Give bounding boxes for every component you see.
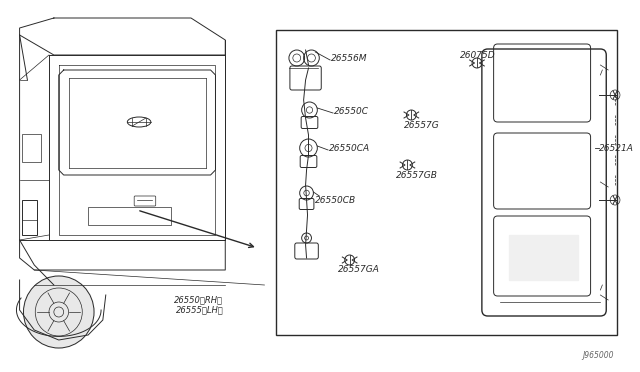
Circle shape — [24, 276, 94, 348]
Bar — [276, 30, 617, 335]
Polygon shape — [509, 235, 578, 280]
Text: 26555〈LH〉: 26555〈LH〉 — [175, 305, 223, 314]
Bar — [22, 200, 37, 235]
Text: J965000: J965000 — [582, 351, 614, 360]
Text: 26557GB: 26557GB — [396, 170, 438, 180]
Text: 26556M: 26556M — [331, 54, 367, 62]
Text: 26521A: 26521A — [600, 144, 634, 153]
Text: 26075D: 26075D — [460, 51, 496, 60]
Text: 26550CA: 26550CA — [329, 144, 370, 153]
Bar — [88, 207, 172, 225]
Text: 26550〈RH〉: 26550〈RH〉 — [174, 295, 223, 304]
Text: 26557GA: 26557GA — [338, 266, 380, 275]
Text: 26550CB: 26550CB — [316, 196, 356, 205]
Bar — [22, 134, 41, 162]
Text: 26557G: 26557G — [403, 121, 439, 129]
Text: 26550C: 26550C — [334, 106, 369, 115]
